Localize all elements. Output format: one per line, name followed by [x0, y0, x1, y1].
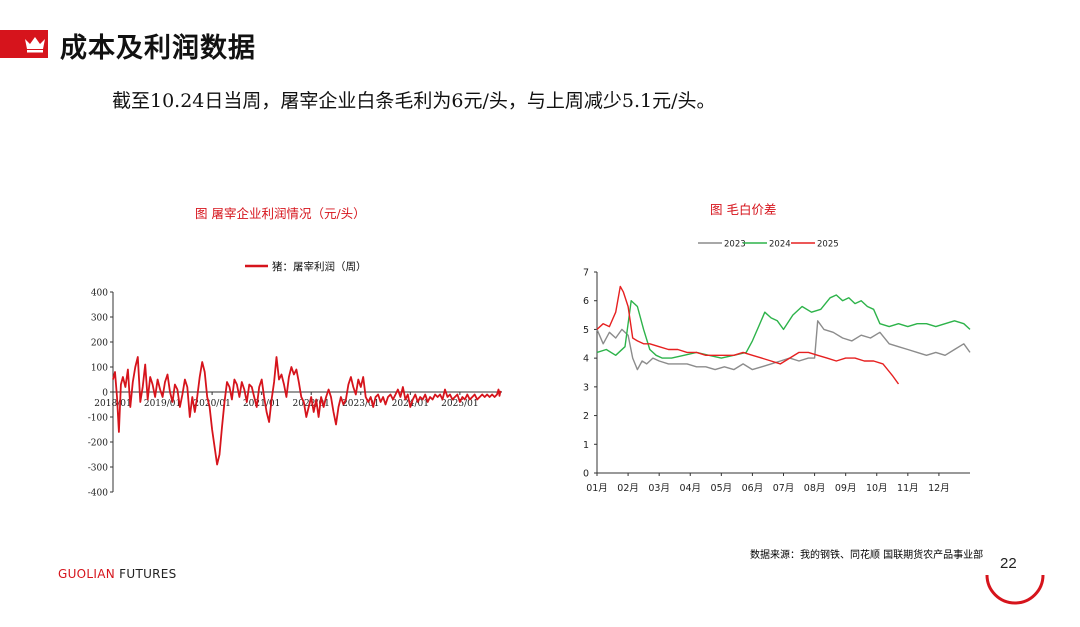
- y-tick-label: 5: [583, 325, 589, 336]
- y-tick-label: -400: [88, 489, 108, 499]
- chart-title-spread: 图 毛白价差: [710, 202, 777, 217]
- y-tick-label: 0: [583, 469, 589, 480]
- page-number: 22: [1000, 555, 1017, 572]
- x-tick-label: 2018/01: [94, 399, 131, 409]
- page-title: 成本及利润数据: [60, 33, 256, 64]
- summary-text: 截至10.24日当周，屠宰企业白条毛利为6元/头，与上周减少5.1元/头。: [112, 90, 716, 112]
- x-tick-label: 11月: [897, 483, 919, 494]
- data-source: 数据来源：我的钢铁、同花顺 国联期货农产品事业部: [750, 550, 984, 561]
- legend-label-2023: 2023: [724, 240, 746, 250]
- x-tick-label: 07月: [773, 483, 795, 494]
- series-line-2024: [596, 294, 971, 359]
- y-tick-label: 400: [91, 289, 108, 299]
- y-tick-label: 7: [583, 268, 589, 279]
- x-tick-label: 05月: [711, 483, 733, 494]
- brand-name-b: FUTURES: [115, 567, 177, 581]
- page-arc-decoration: [985, 574, 1045, 605]
- x-tick-label: 2021/01: [243, 399, 280, 409]
- x-tick-label: 09月: [835, 483, 857, 494]
- brand-name-a: GUOLIAN: [58, 567, 116, 581]
- profit-chart: 猪：屠宰利润（周） 4003002001000-100-200-300-400 …: [88, 260, 502, 499]
- series-line-2023: [596, 320, 971, 371]
- x-tick-label: 01月: [586, 483, 608, 494]
- y-tick-label: -200: [88, 439, 108, 449]
- x-tick-label: 12月: [928, 483, 950, 494]
- x-tick-label: 2023/01: [342, 399, 379, 409]
- x-tick-label: 03月: [648, 483, 670, 494]
- y-tick-label: 4: [583, 354, 589, 365]
- y-tick-label: 6: [583, 296, 589, 307]
- x-tick-label: 2022/01: [293, 399, 330, 409]
- y-tick-label: 3: [583, 382, 589, 393]
- y-tick-label: 100: [91, 364, 108, 374]
- x-tick-label: 08月: [804, 483, 826, 494]
- x-tick-label: 02月: [617, 483, 639, 494]
- y-tick-label: 2: [583, 411, 589, 422]
- y-tick-label: -300: [88, 464, 108, 474]
- x-tick-label: 2020/01: [193, 399, 230, 409]
- y-tick-label: 200: [91, 339, 108, 349]
- x-tick-label: 04月: [679, 483, 701, 494]
- x-tick-label: 2025/01: [441, 399, 478, 409]
- y-tick-label: -100: [88, 414, 108, 424]
- y-tick-label: 1: [583, 440, 589, 451]
- legend-label-2024: 2024: [769, 240, 791, 250]
- x-tick-label: 2019/01: [144, 399, 181, 409]
- spread-chart: 2023 2024 2025 7 6 5 4 3 2 1 0 01月 02月 03月 04月 05月 06月 0…: [583, 240, 971, 494]
- legend-label-2025: 2025: [817, 240, 839, 250]
- legend-label: 猪：屠宰利润（周）: [272, 260, 367, 273]
- x-tick-label: 06月: [742, 483, 764, 494]
- crown-icon: [25, 37, 45, 53]
- y-tick-label: 300: [91, 314, 108, 324]
- series-line-2025: [596, 285, 900, 385]
- chart-title-profit: 图 屠宰企业利润情况（元/头）: [195, 206, 366, 221]
- brand-logo-text: GUOLIAN FUTURES: [58, 567, 177, 581]
- profit-series-line: [112, 356, 502, 466]
- x-tick-label: 10月: [866, 483, 888, 494]
- y-tick-label: 0: [102, 389, 108, 399]
